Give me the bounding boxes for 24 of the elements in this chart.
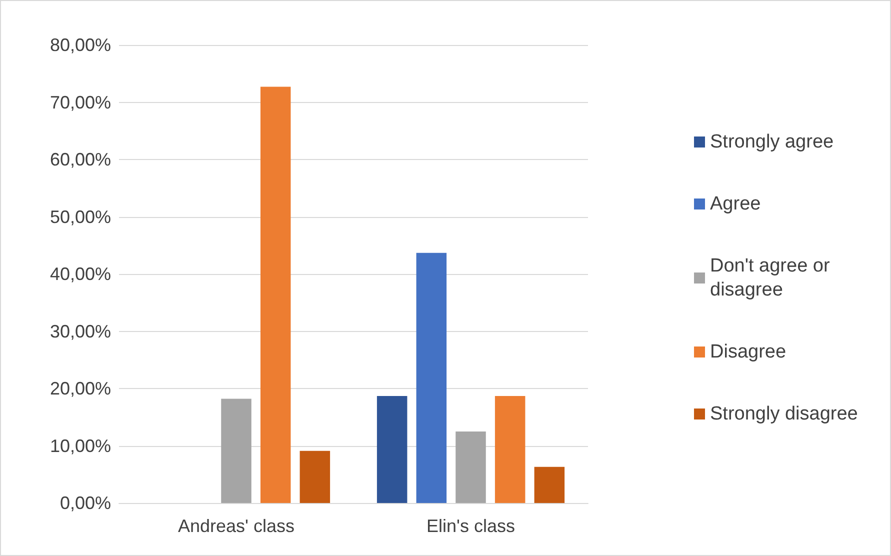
y-tick-label: 30,00% xyxy=(50,321,111,342)
bar xyxy=(494,396,526,503)
y-tick-label: 20,00% xyxy=(50,378,111,398)
bar xyxy=(416,252,447,503)
legend-label: Don't agree or disagree xyxy=(710,256,836,300)
legend-label: Disagree xyxy=(710,342,786,362)
y-tick-label: 70,00% xyxy=(50,92,111,112)
y-tick-label: 40,00% xyxy=(50,264,111,284)
y-tick-label: 10,00% xyxy=(50,436,111,456)
bar xyxy=(376,396,408,503)
x-tick-label: Elin's class xyxy=(426,516,515,536)
bar xyxy=(534,466,565,503)
x-tick-label: Andreas' class xyxy=(178,516,294,536)
bar xyxy=(260,86,291,503)
legend-label: Strongly agree xyxy=(710,132,834,152)
y-tick-label: 50,00% xyxy=(50,206,111,227)
bar xyxy=(456,431,486,503)
bar xyxy=(300,450,330,503)
legend-label: Strongly disagree xyxy=(710,404,858,424)
y-tick-label: 0,00% xyxy=(60,493,111,513)
y-tick-label: 80,00% xyxy=(50,35,111,55)
bar xyxy=(221,398,252,503)
y-tick-label: 60,00% xyxy=(50,150,111,170)
legend-label: Agree xyxy=(710,194,761,214)
